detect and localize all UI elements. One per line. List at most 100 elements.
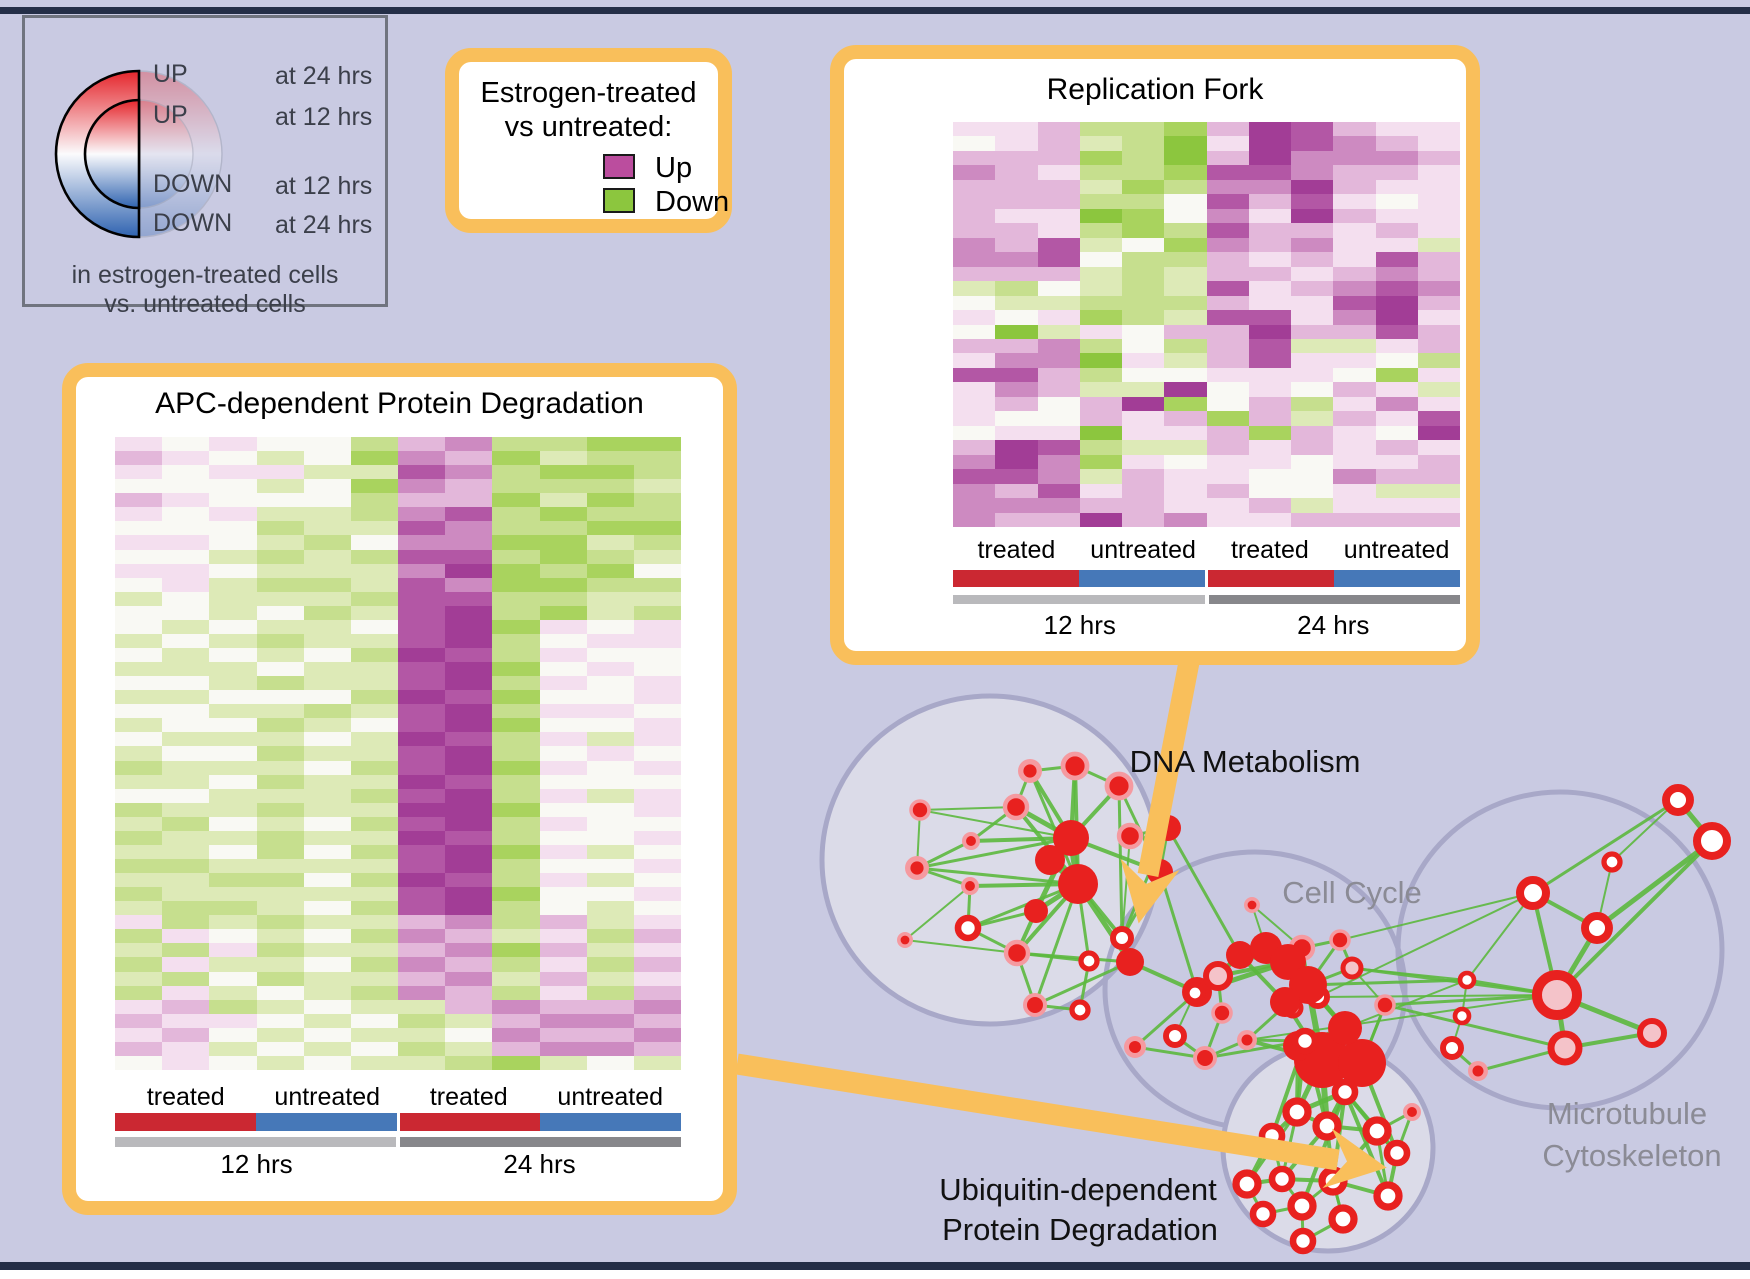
- heatmap-cell: [445, 535, 493, 550]
- heatmap-cell: [445, 662, 493, 677]
- heatmap-cell: [539, 577, 587, 592]
- heatmap-cell: [1291, 454, 1334, 470]
- heatmap-cell: [445, 985, 493, 1000]
- heatmap-cell: [1375, 512, 1418, 527]
- heatmap-cell: [115, 662, 163, 677]
- heatmap-cell: [1122, 367, 1165, 383]
- heatmap-cell: [398, 633, 446, 648]
- network-node: [1116, 948, 1144, 976]
- heatmap-cell: [445, 521, 493, 536]
- heatmap-cell: [1206, 150, 1249, 166]
- heatmap-cell: [1333, 208, 1376, 224]
- network-node: [1373, 1181, 1403, 1211]
- heatmap-cell: [162, 999, 210, 1014]
- network-node: [1516, 876, 1550, 910]
- heatmap-cell: [1164, 281, 1207, 296]
- heatmap-cell: [303, 451, 351, 466]
- heatmap-cell: [445, 760, 493, 775]
- heatmap-cell: [256, 633, 304, 648]
- heatmap-cell: [492, 479, 540, 494]
- heatmap-cell: [303, 591, 351, 606]
- heatmap-cell: [1333, 324, 1376, 339]
- heatmap-cell: [350, 521, 398, 536]
- heatmap-cell: [1037, 425, 1080, 441]
- heatmap-cell: [162, 957, 210, 972]
- network-node: [1193, 1046, 1217, 1070]
- callout-arrow: [1120, 655, 1201, 924]
- heatmap-cell: [1291, 425, 1334, 441]
- heatmap-cell: [115, 788, 163, 803]
- network-edge: [1383, 1003, 1567, 1050]
- heatmap-cell: [1037, 252, 1080, 267]
- network-node-center: [1128, 1040, 1142, 1054]
- heatmap-cell: [350, 535, 398, 550]
- time-label: 24 hrs: [503, 1149, 576, 1179]
- heatmap-cell: [492, 844, 540, 859]
- heatmap-cell: [633, 619, 681, 634]
- heatmap-cell: [586, 437, 634, 452]
- heatmap-cell: [1164, 136, 1207, 151]
- network-node: [1226, 941, 1254, 969]
- heatmap-cell: [586, 619, 634, 634]
- heatmap-cell: [633, 690, 681, 705]
- heatmap-cell: [1333, 469, 1376, 484]
- heatmap-cell: [1079, 338, 1122, 354]
- network-edge: [1317, 892, 1534, 998]
- heatmap-cell: [492, 577, 540, 592]
- heatmap-cell: [492, 662, 540, 677]
- heatmap-cell: [1164, 396, 1207, 412]
- heatmap-cell: [115, 985, 163, 1000]
- heatmap-cell: [398, 929, 446, 944]
- heatmap-cell: [303, 633, 351, 648]
- heatmap-cell: [995, 136, 1038, 151]
- heatmap-cell: [445, 816, 493, 831]
- heatmap-cell: [492, 507, 540, 522]
- heatmap-cell: [350, 549, 398, 564]
- heatmap-cell: [115, 887, 163, 902]
- heatmap-cell: [1291, 266, 1334, 282]
- network-node: [1282, 1097, 1312, 1127]
- heatmap-cell: [492, 901, 540, 916]
- heatmap-cell: [633, 915, 681, 930]
- heatmap-cell: [995, 179, 1038, 195]
- heatmap-cell: [115, 535, 163, 550]
- heatmap-cell: [1248, 295, 1291, 311]
- heatmap-cell: [1417, 150, 1460, 166]
- heatmap-cell: [303, 788, 351, 803]
- network-node: [1581, 912, 1613, 944]
- heatmap-cell: [350, 999, 398, 1014]
- heatmap-cell: [586, 549, 634, 564]
- heatmap-cell: [115, 676, 163, 691]
- network-node: [1078, 950, 1100, 972]
- heatmap-cell: [633, 830, 681, 845]
- heatmap-cell: [953, 469, 996, 484]
- network-label: Cell Cycle: [1282, 875, 1422, 910]
- heatmap-cell: [1037, 498, 1080, 513]
- heatmap-cell: [539, 704, 587, 719]
- heatmap-cell: [1375, 179, 1418, 195]
- heatmap-cell: [1122, 295, 1165, 311]
- heatmap-cell: [209, 774, 257, 789]
- heatmap-cell: [539, 1055, 587, 1070]
- network-edge: [1033, 882, 1080, 1007]
- heatmap-cell: [1333, 179, 1376, 195]
- heatmap-cell: [1122, 454, 1165, 470]
- heatmap-cell: [303, 605, 351, 620]
- heatmap-cell: [1206, 353, 1249, 368]
- heatmap-cell: [303, 1027, 351, 1042]
- heatmap-cell: [492, 816, 540, 831]
- heatmap-cell: [115, 957, 163, 972]
- heatmap-cell: [633, 704, 681, 719]
- heatmap-cell: [539, 465, 587, 480]
- heatmap-cell: [539, 662, 587, 677]
- apc-title: APC-dependent Protein Degradation: [155, 387, 644, 420]
- network-label: DNA Metabolism: [1130, 744, 1361, 779]
- heatmap-cell: [1206, 194, 1249, 209]
- heatmap-cell: [115, 943, 163, 958]
- heatmap-cell: [1164, 338, 1207, 354]
- heatmap-cell: [1333, 237, 1376, 253]
- heatmap-cell: [162, 718, 210, 733]
- heatmap-cell: [445, 591, 493, 606]
- heatmap-cell: [1248, 266, 1291, 282]
